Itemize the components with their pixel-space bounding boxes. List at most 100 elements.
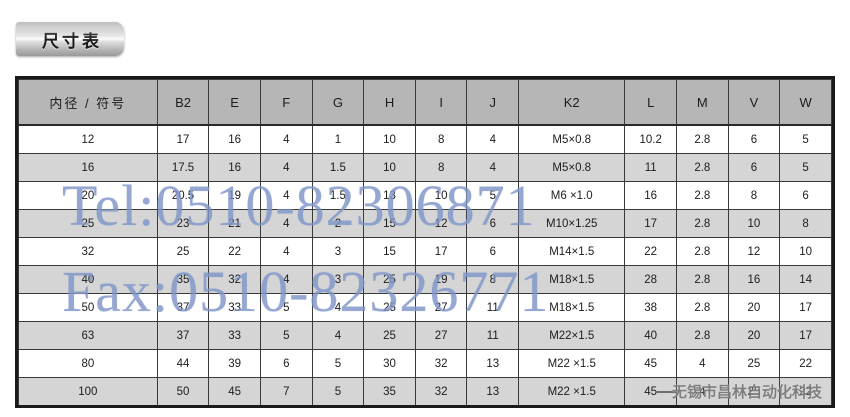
- table-row: 63 37 33 5 4 25 27 11 M22×1.5 40 2.8 20 17: [18, 321, 832, 350]
- table-cell: 16: [727, 265, 781, 294]
- table-cell: 4: [259, 181, 313, 210]
- table-cell: 2.8: [676, 293, 729, 322]
- table-cell: 10: [363, 153, 416, 182]
- table-cell: M18×1.5: [518, 265, 626, 294]
- table-cell: 16: [208, 153, 261, 182]
- table-cell: 4: [676, 377, 729, 405]
- table-cell: 5: [311, 349, 365, 378]
- table-cell: 8: [727, 181, 781, 210]
- table-cell: 22: [779, 377, 832, 405]
- table-cell: 2.8: [676, 124, 729, 154]
- table-cell: 13: [466, 349, 520, 378]
- table-cell: 5: [259, 321, 313, 350]
- cell-inner-diameter: 12: [18, 124, 158, 154]
- table-row: 12 17 16 4 1 10 8 4 M5×0.8 10.2 2.8 6 5: [18, 124, 832, 154]
- table-cell: 16: [208, 124, 261, 154]
- column-header-e: E: [208, 79, 261, 126]
- cell-inner-diameter: 20: [18, 181, 158, 210]
- table-cell: 2.8: [676, 153, 729, 182]
- table-row: 16 17.5 16 4 1.5 10 8 4 M5×0.8 11 2.8 6 5: [18, 153, 832, 182]
- table-cell: 11: [466, 321, 520, 350]
- table-cell: 6: [727, 124, 781, 154]
- table-cell: 33: [208, 293, 261, 322]
- table-cell: 38: [624, 293, 677, 322]
- table-cell: 25: [363, 265, 416, 294]
- table-row: 32 25 22 4 3 15 17 6 M14×1.5 22 2.8 12 10: [18, 237, 832, 266]
- table-cell: 6: [779, 181, 832, 210]
- table-cell: 20: [727, 321, 781, 350]
- table-cell: 17: [414, 237, 468, 266]
- table-cell: 5: [779, 124, 832, 154]
- table-cell: 15: [363, 209, 416, 238]
- column-header-m: M: [676, 79, 729, 126]
- table-cell: 4: [676, 349, 729, 378]
- table-row: 40 35 32 4 3 25 19 8 M18×1.5 28 2.8 16 14: [18, 265, 832, 294]
- table-cell: M5×0.8: [518, 153, 626, 182]
- table-body: 12 17 16 4 1 10 8 4 M5×0.8 10.2 2.8 6 5 16 17.5 16 4 1.5 1…: [18, 124, 832, 405]
- table-cell: 27: [414, 321, 468, 350]
- table-cell: 35: [156, 265, 210, 294]
- table-cell: 17.5: [156, 153, 210, 182]
- table-cell: 37: [156, 321, 210, 350]
- table-cell: 12: [727, 237, 781, 266]
- cell-inner-diameter: 40: [18, 265, 158, 294]
- table-cell: 10: [727, 209, 781, 238]
- table-cell: 21: [208, 209, 261, 238]
- table-cell: 17: [779, 293, 832, 322]
- table-cell: 4: [466, 153, 520, 182]
- table-cell: 6: [727, 153, 781, 182]
- table-cell: 25: [156, 237, 210, 266]
- table-cell: 10: [414, 181, 468, 210]
- table-cell: 1.5: [311, 153, 365, 182]
- table-cell: M22 ×1.5: [518, 349, 626, 378]
- table-cell: 12: [414, 209, 468, 238]
- table-cell: 2.8: [676, 209, 729, 238]
- table-cell: 22: [779, 349, 832, 378]
- table-cell: 50: [156, 377, 210, 405]
- table-cell: 22: [208, 237, 261, 266]
- table-cell: 5: [259, 293, 313, 322]
- column-header-j: J: [466, 79, 520, 126]
- table-cell: 2.8: [676, 265, 729, 294]
- table-cell: 13: [466, 377, 520, 405]
- table-cell: M6 ×1.0: [518, 181, 626, 210]
- table-cell: 4: [311, 293, 365, 322]
- column-header-inner-diameter: 内径 / 符号: [18, 79, 158, 126]
- cell-inner-diameter: 16: [18, 153, 158, 182]
- table-cell: 15: [363, 237, 416, 266]
- table-cell: 25: [363, 293, 416, 322]
- column-header-v: V: [727, 79, 781, 126]
- table-row: 25 23 21 4 2 15 12 6 M10×1.25 17 2.8 10 8: [18, 209, 832, 238]
- cell-inner-diameter: 50: [18, 293, 158, 322]
- table-cell: 37: [156, 293, 210, 322]
- table-cell: 5: [779, 153, 832, 182]
- column-header-g: G: [311, 79, 365, 126]
- table-cell: 44: [156, 349, 210, 378]
- table-cell: 6: [466, 209, 520, 238]
- column-header-b2: B2: [156, 79, 210, 126]
- table-row: 80 44 39 6 5 30 32 13 M22 ×1.5 45 4 25 22: [18, 349, 832, 378]
- table-cell: 32: [414, 377, 468, 405]
- table-cell: 16: [624, 181, 677, 210]
- table-cell: 1: [311, 124, 365, 154]
- table-row: 50 37 33 5 4 25 27 11 M18×1.5 38 2.8 20 17: [18, 293, 832, 322]
- table-cell: 5: [466, 181, 520, 210]
- table-row: 100 50 45 7 5 35 32 13 M22 ×1.5 45 4 25 22: [18, 377, 832, 405]
- table-cell: M5×0.8: [518, 124, 626, 154]
- table-cell: 4: [259, 153, 313, 182]
- table-cell: 13: [363, 181, 416, 210]
- table-cell: 28: [624, 265, 677, 294]
- table-cell: 1.5: [311, 181, 365, 210]
- table-cell: 22: [624, 237, 677, 266]
- table-cell: 4: [259, 124, 313, 154]
- dimension-table-container: 内径 / 符号 B2 E F G H I J K2 L M V W 12 17 16…: [15, 76, 835, 408]
- table-cell: 5: [311, 377, 365, 405]
- table-cell: 17: [624, 209, 677, 238]
- table-cell: M18×1.5: [518, 293, 626, 322]
- table-cell: 3: [311, 265, 365, 294]
- table-cell: 4: [311, 321, 365, 350]
- table-cell: 19: [208, 181, 261, 210]
- column-header-i: I: [414, 79, 468, 126]
- table-header-row: 内径 / 符号 B2 E F G H I J K2 L M V W: [18, 79, 832, 126]
- table-cell: 4: [259, 237, 313, 266]
